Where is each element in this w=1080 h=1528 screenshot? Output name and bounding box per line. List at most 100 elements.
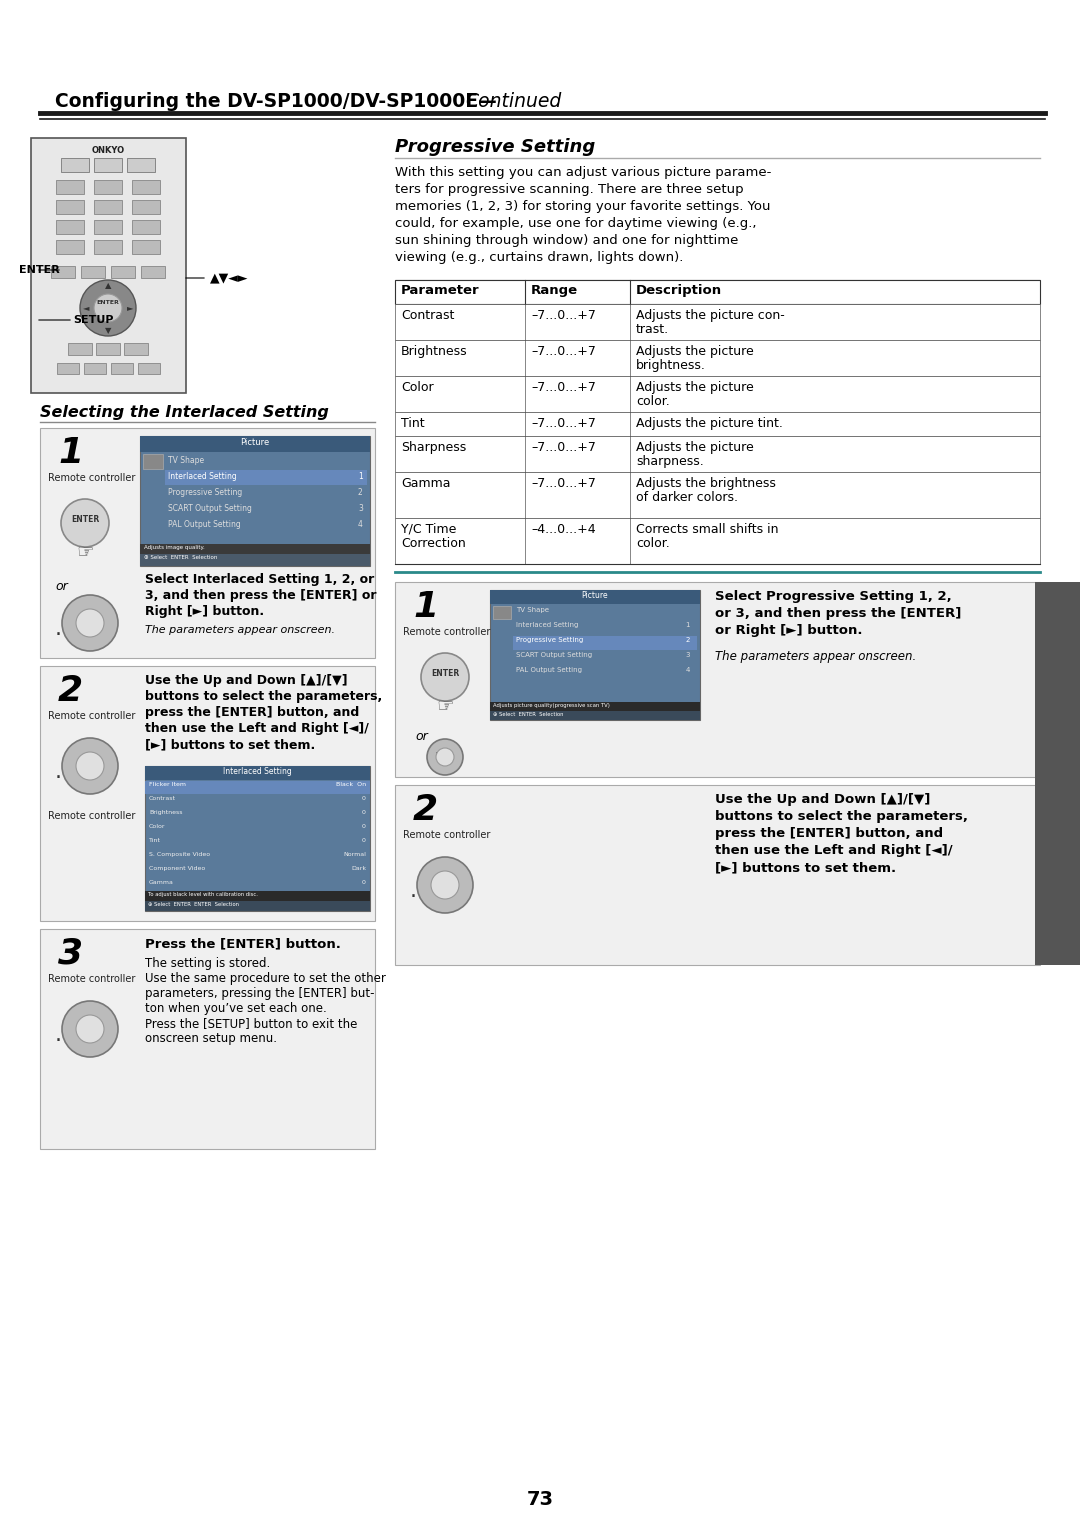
Text: ⊕ Select  ENTER  ENTER  Selection: ⊕ Select ENTER ENTER Selection xyxy=(148,902,239,908)
Bar xyxy=(145,766,370,779)
Bar xyxy=(395,518,1040,564)
Bar xyxy=(490,701,700,711)
Text: S. Composite Video: S. Composite Video xyxy=(149,853,211,857)
Bar xyxy=(490,590,700,720)
Text: or: or xyxy=(55,581,68,593)
Text: Gamma: Gamma xyxy=(401,477,450,490)
Bar xyxy=(395,280,1040,304)
Text: parameters, pressing the [ENTER] but-: parameters, pressing the [ENTER] but- xyxy=(145,987,375,999)
Bar xyxy=(60,157,89,173)
Text: ton when you’ve set each one.: ton when you’ve set each one. xyxy=(145,1002,327,1015)
Bar xyxy=(395,376,1040,413)
Text: Progressive Setting: Progressive Setting xyxy=(168,487,242,497)
Text: The parameters appear onscreen.: The parameters appear onscreen. xyxy=(715,649,916,663)
Bar xyxy=(395,413,1040,435)
Bar xyxy=(395,435,1040,472)
Text: To adjust black level with calibration disc.: To adjust black level with calibration d… xyxy=(148,892,258,897)
Bar xyxy=(81,266,105,278)
Bar xyxy=(1035,582,1080,966)
Bar xyxy=(40,929,375,1149)
Text: 2: 2 xyxy=(413,793,438,827)
Text: ⊕ Select  ENTER  Selection: ⊕ Select ENTER Selection xyxy=(492,712,564,717)
Text: –4...0...+4: –4...0...+4 xyxy=(531,523,596,536)
Bar xyxy=(111,266,135,278)
Bar xyxy=(96,342,120,354)
Text: 2: 2 xyxy=(686,637,690,643)
Text: ENTER: ENTER xyxy=(431,669,459,678)
Text: Remote controller: Remote controller xyxy=(48,711,135,721)
Text: ENTER: ENTER xyxy=(79,619,102,623)
Text: The setting is stored.: The setting is stored. xyxy=(145,957,270,970)
Text: ▲▼◄►: ▲▼◄► xyxy=(210,272,248,284)
Text: Component Video: Component Video xyxy=(149,866,205,871)
Text: 0: 0 xyxy=(362,824,366,830)
Text: Configuring the DV-SP1000/DV-SP1000E—: Configuring the DV-SP1000/DV-SP1000E— xyxy=(55,92,497,112)
Text: Use the Up and Down [▲]/[▼]: Use the Up and Down [▲]/[▼] xyxy=(145,674,348,688)
Text: 1: 1 xyxy=(686,622,690,628)
Text: –7...0...+7: –7...0...+7 xyxy=(531,477,596,490)
Text: 3: 3 xyxy=(686,652,690,659)
Bar xyxy=(56,200,84,214)
Bar xyxy=(94,180,122,194)
Text: Dark: Dark xyxy=(351,866,366,871)
Bar xyxy=(94,220,122,234)
Text: press the [ENTER] button, and: press the [ENTER] button, and xyxy=(715,827,943,840)
Text: brightness.: brightness. xyxy=(636,359,706,371)
Text: –7...0...+7: –7...0...+7 xyxy=(531,380,596,394)
Circle shape xyxy=(76,1015,104,1044)
Bar xyxy=(31,138,186,393)
Text: Brightness: Brightness xyxy=(149,810,183,814)
Text: Remote controller: Remote controller xyxy=(403,830,490,840)
Bar xyxy=(51,266,75,278)
Circle shape xyxy=(417,857,473,914)
Circle shape xyxy=(421,652,469,701)
Text: ☞: ☞ xyxy=(77,542,94,562)
Text: Adjusts the picture: Adjusts the picture xyxy=(636,380,754,394)
Text: ◄: ◄ xyxy=(83,304,90,313)
Text: 4: 4 xyxy=(686,668,690,672)
Text: sharpness.: sharpness. xyxy=(636,455,704,468)
Circle shape xyxy=(427,740,463,775)
Circle shape xyxy=(60,500,109,547)
Text: color.: color. xyxy=(636,396,670,408)
Bar xyxy=(492,607,511,619)
Bar xyxy=(127,157,156,173)
Text: Right [►] button.: Right [►] button. xyxy=(145,605,265,617)
Bar xyxy=(56,180,84,194)
Text: SCART Output Setting: SCART Output Setting xyxy=(516,652,592,659)
Text: 1: 1 xyxy=(357,472,363,481)
Text: Adjusts the picture: Adjusts the picture xyxy=(636,345,754,358)
Bar xyxy=(40,428,375,659)
Bar xyxy=(132,220,160,234)
Text: Press the [SETUP] button to exit the: Press the [SETUP] button to exit the xyxy=(145,1018,357,1030)
Bar xyxy=(395,472,1040,518)
Text: Flicker Item: Flicker Item xyxy=(149,782,186,787)
Text: ENTER: ENTER xyxy=(79,1024,102,1030)
Text: Brightness: Brightness xyxy=(401,345,468,358)
Text: 3, and then press the [ENTER] or: 3, and then press the [ENTER] or xyxy=(145,588,377,602)
Text: 0: 0 xyxy=(362,837,366,843)
Text: could, for example, use one for daytime viewing (e.g.,: could, for example, use one for daytime … xyxy=(395,217,756,231)
Text: 2: 2 xyxy=(58,674,83,707)
Text: SETUP: SETUP xyxy=(73,315,113,325)
Circle shape xyxy=(62,594,118,651)
Text: TV Shape: TV Shape xyxy=(168,455,204,465)
Text: Select Progressive Setting 1, 2,: Select Progressive Setting 1, 2, xyxy=(715,590,951,604)
Text: or 3, and then press the [ENTER]: or 3, and then press the [ENTER] xyxy=(715,607,961,620)
Text: Progressive Setting: Progressive Setting xyxy=(395,138,595,156)
Text: onscreen setup menu.: onscreen setup menu. xyxy=(145,1031,276,1045)
Text: Picture: Picture xyxy=(241,439,270,448)
Text: Y/C Time: Y/C Time xyxy=(401,523,457,536)
Bar xyxy=(395,341,1040,376)
Text: Tint: Tint xyxy=(401,417,424,429)
Text: Adjusts the brightness: Adjusts the brightness xyxy=(636,477,775,490)
Circle shape xyxy=(431,871,459,898)
Text: Black  On: Black On xyxy=(336,782,366,787)
Text: Remote controller: Remote controller xyxy=(48,973,135,984)
Text: Progressive Setting: Progressive Setting xyxy=(516,637,583,643)
Text: then use the Left and Right [◄]/: then use the Left and Right [◄]/ xyxy=(145,723,369,735)
Text: buttons to select the parameters,: buttons to select the parameters, xyxy=(715,810,968,824)
Bar xyxy=(124,342,148,354)
Text: With this setting you can adjust various picture parame-: With this setting you can adjust various… xyxy=(395,167,771,179)
Bar xyxy=(490,590,700,604)
